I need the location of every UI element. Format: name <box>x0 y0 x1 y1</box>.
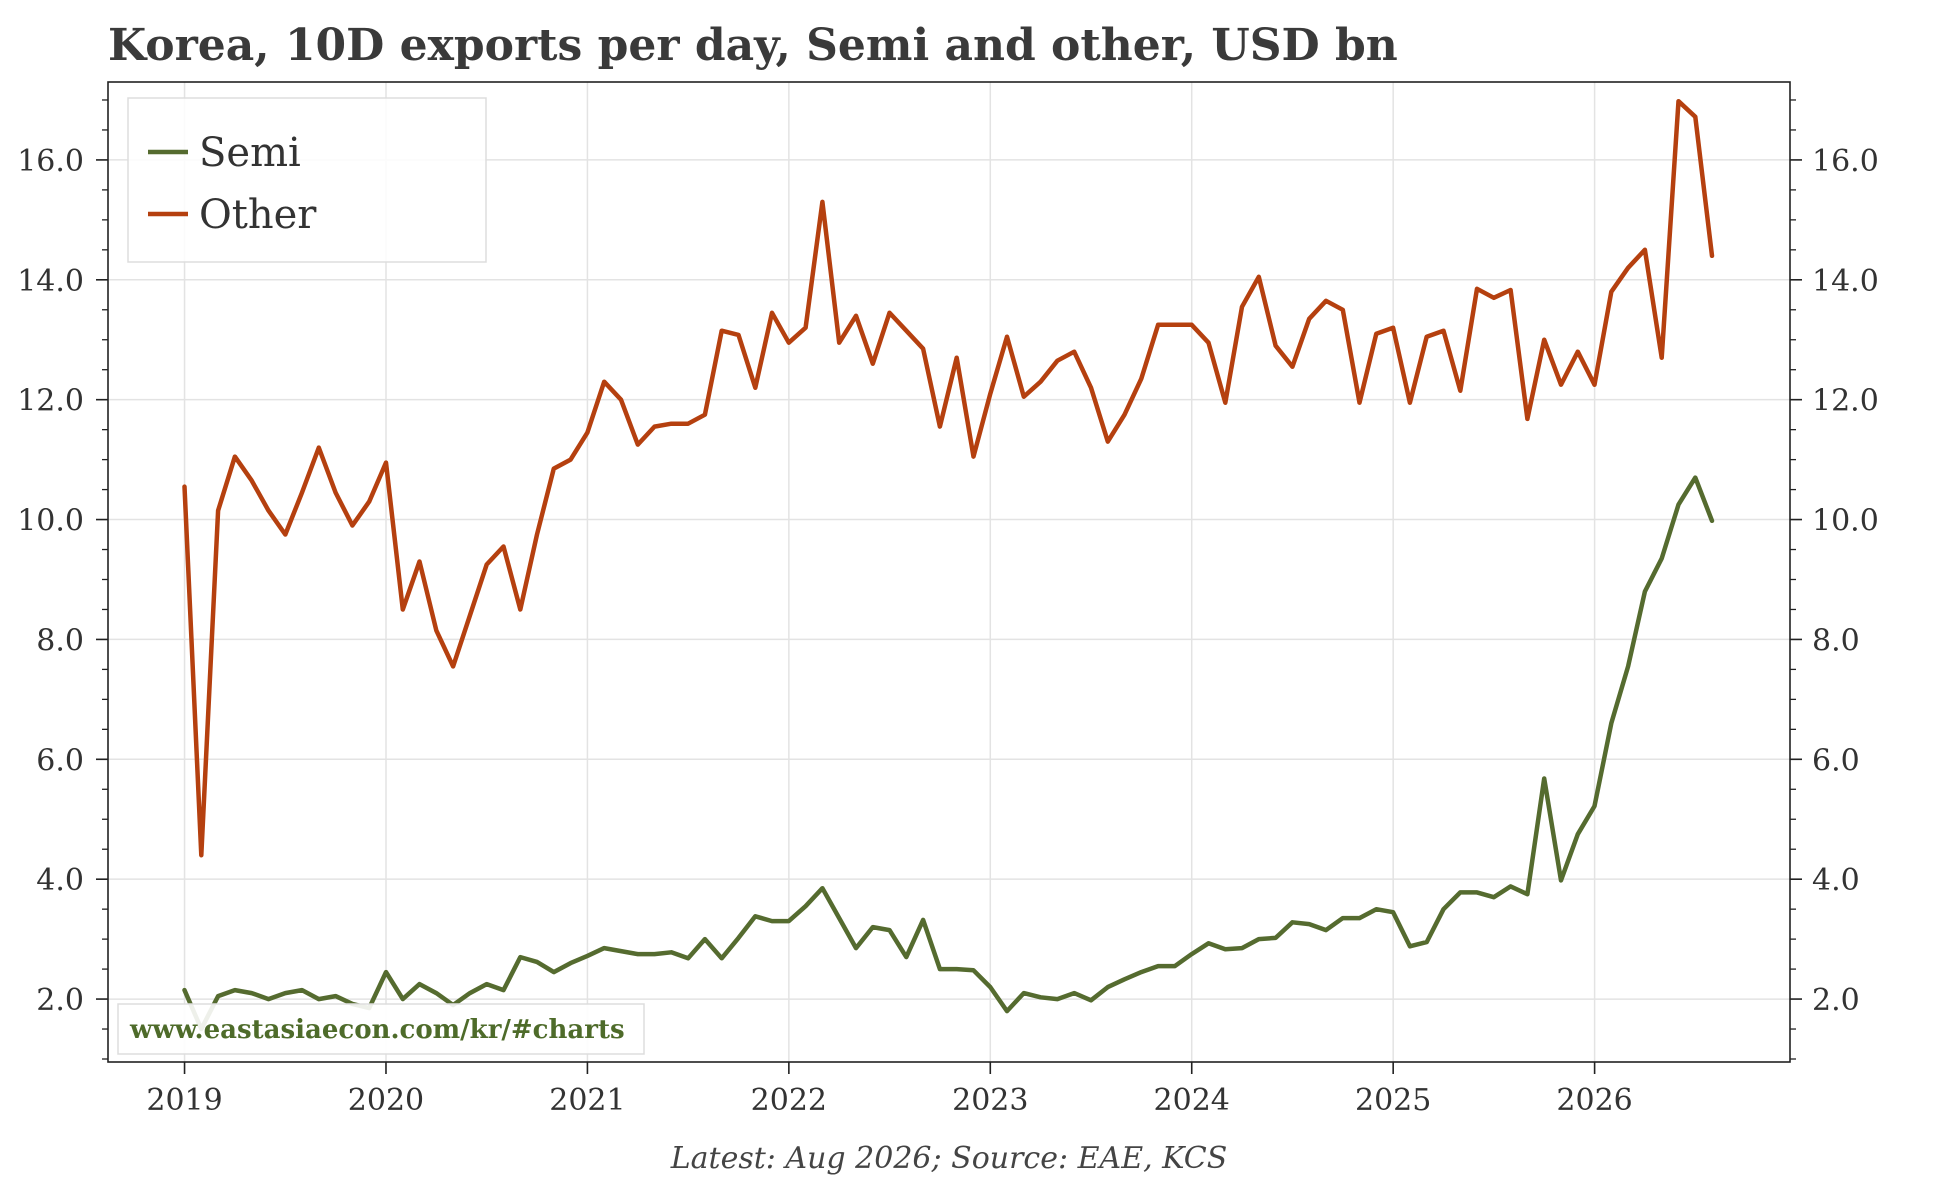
grid-layer <box>108 82 1790 1062</box>
y-tick-label-right: 2.0 <box>1812 983 1860 1018</box>
x-tick-label: 2023 <box>952 1083 1028 1118</box>
y-tick-label-left: 12.0 <box>17 384 84 419</box>
y-tick-label-right: 12.0 <box>1812 384 1879 419</box>
plot-frame <box>107 81 1791 1063</box>
x-tick-label: 2026 <box>1556 1083 1632 1118</box>
y-tick-label-left: 8.0 <box>36 623 84 658</box>
watermark: www.eastasiaecon.com/kr/#charts <box>117 1003 645 1055</box>
y-tick-label-left: 2.0 <box>36 983 84 1018</box>
legend-label-other: Other <box>199 192 317 238</box>
x-tick-label: 2019 <box>146 1083 222 1118</box>
legend: Semi Other <box>127 97 487 263</box>
y-tick-label-right: 10.0 <box>1812 504 1879 539</box>
x-tick-label: 2025 <box>1355 1083 1431 1118</box>
y-tick-label-right: 8.0 <box>1812 623 1860 658</box>
legend-label-semi: Semi <box>199 130 301 176</box>
chart-title: Korea, 10D exports per day, Semi and oth… <box>108 20 1398 71</box>
x-tick-label: 2024 <box>1154 1083 1230 1118</box>
source-note: Latest: Aug 2026; Source: EAE, KCS <box>670 1141 1228 1176</box>
series-line-semi <box>182 475 1715 1032</box>
y-tick-label-right: 6.0 <box>1812 743 1860 778</box>
x-tick-label: 2022 <box>751 1083 827 1118</box>
series-layer <box>182 98 1715 1032</box>
axis-layer: 2.0 2.0 4.0 4.0 6.0 6.0 8.0 8.0 10.0 10.0 12.0 12.0… <box>17 99 1879 1118</box>
y-tick-label-left: 6.0 <box>36 743 84 778</box>
y-tick-label-left: 10.0 <box>17 504 84 539</box>
y-tick-label-right: 4.0 <box>1812 863 1860 898</box>
watermark-box <box>117 1003 645 1055</box>
y-tick-label-right: 16.0 <box>1812 144 1879 179</box>
y-tick-label-left: 14.0 <box>17 264 84 299</box>
watermark-text: www.eastasiaecon.com/kr/#charts <box>129 1015 625 1045</box>
series-line-other <box>182 98 1715 858</box>
x-tick-label: 2020 <box>348 1083 424 1118</box>
y-tick-label-left: 4.0 <box>36 863 84 898</box>
x-tick-label: 2021 <box>549 1083 625 1118</box>
y-tick-label-right: 14.0 <box>1812 264 1879 299</box>
y-tick-label-left: 16.0 <box>17 144 84 179</box>
legend-box <box>127 97 487 263</box>
